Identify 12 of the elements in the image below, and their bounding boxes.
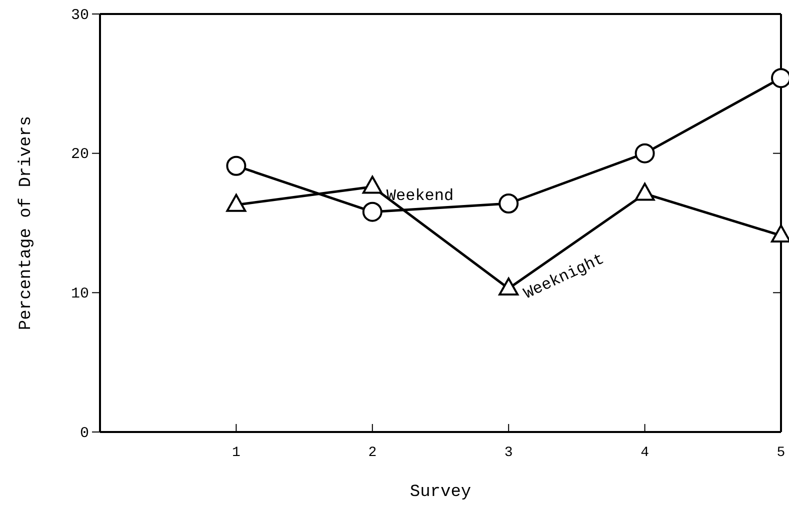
y-axis-title: Percentage of Drivers bbox=[17, 116, 36, 330]
x-tick-label: 1 bbox=[232, 444, 240, 461]
y-tick-label: 0 bbox=[80, 424, 89, 442]
x-tick-label: 5 bbox=[776, 444, 786, 461]
y-tick-label: 10 bbox=[70, 285, 89, 302]
series-label: Weekend bbox=[386, 186, 454, 205]
x-tick-label: 2 bbox=[368, 444, 377, 461]
y-tick-label: 20 bbox=[70, 146, 89, 164]
x-tick-label: 4 bbox=[640, 444, 650, 461]
x-axis-title: Survey bbox=[410, 483, 472, 502]
y-tick-label: 30 bbox=[70, 6, 89, 24]
x-tick-label: 3 bbox=[504, 444, 513, 461]
